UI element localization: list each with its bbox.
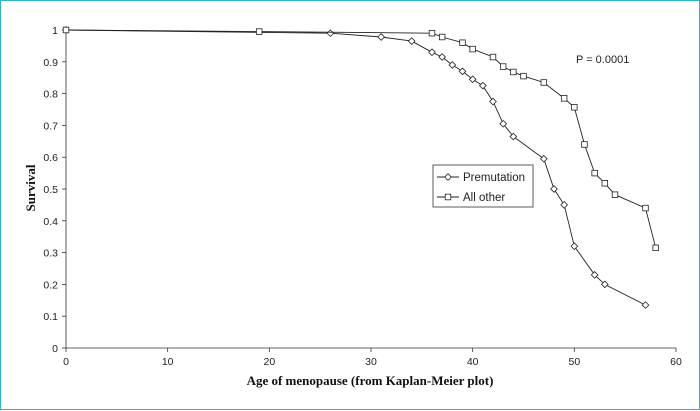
- legend-label: All other: [463, 192, 505, 204]
- data-point: [560, 201, 569, 209]
- data-point: [590, 270, 599, 279]
- x-tick-label: 10: [162, 356, 174, 368]
- x-tick-label: 50: [568, 356, 580, 368]
- y-tick-label: 0.9: [43, 57, 58, 69]
- data-point: [642, 204, 649, 212]
- series-layer: [62, 26, 659, 309]
- legend-marker: [444, 193, 452, 201]
- legend-marker: [444, 173, 452, 181]
- data-point: [448, 61, 457, 69]
- data-point: [62, 26, 70, 34]
- data-point: [601, 180, 609, 187]
- data-point: [478, 81, 487, 90]
- tick-labels: 0 10 20 30 40 50 60 0 0.1 0.2 0.3 0.4 0.5 0.6 0.7 0.8 0.…: [43, 25, 682, 368]
- y-tick-label: 0.8: [43, 89, 58, 101]
- data-point: [652, 244, 659, 252]
- y-tick-label: 0.6: [43, 152, 58, 164]
- y-tick-label: 0.4: [43, 216, 58, 228]
- x-tick-label: 30: [365, 356, 377, 368]
- data-point: [499, 119, 508, 128]
- y-tick-label: 0.7: [43, 120, 58, 132]
- x-tick-label: 0: [63, 356, 69, 368]
- data-point: [510, 68, 517, 76]
- data-point: [550, 185, 558, 193]
- x-axis-title: Age of menopause (from Kaplan-Meier plot…: [247, 373, 494, 388]
- data-point: [438, 33, 446, 41]
- series-all-other: [62, 26, 659, 252]
- y-tick-label: 0.5: [43, 184, 58, 196]
- data-point: [459, 39, 466, 46]
- data-point: [468, 75, 477, 84]
- data-point: [255, 28, 263, 35]
- y-tick-label: 0.1: [43, 311, 58, 323]
- data-point: [520, 72, 527, 80]
- data-point: [571, 104, 578, 111]
- data-point: [438, 53, 447, 61]
- data-point: [611, 191, 619, 198]
- data-point: [377, 33, 386, 41]
- data-point: [428, 29, 436, 37]
- data-point: [489, 53, 497, 61]
- data-point: [539, 154, 548, 163]
- data-point: [641, 301, 650, 309]
- legend: Premutation All other: [432, 164, 534, 208]
- data-point: [581, 141, 588, 148]
- x-tick-label: 40: [467, 356, 479, 368]
- series-line: [65, 29, 646, 306]
- data-point: [570, 242, 579, 251]
- data-point: [489, 97, 497, 106]
- data-point: [326, 29, 335, 38]
- data-point: [407, 37, 416, 45]
- series-premutation: [62, 26, 650, 309]
- data-point: [458, 67, 467, 76]
- data-point: [591, 169, 598, 177]
- data-point: [600, 280, 609, 289]
- data-point: [509, 132, 518, 141]
- y-tick-label: 0: [52, 343, 58, 355]
- y-tick-label: 0.2: [43, 279, 58, 291]
- y-axis-title: Survival: [23, 164, 38, 211]
- x-tick-label: 20: [263, 356, 275, 368]
- legend-label: Premutation: [463, 172, 525, 184]
- series-line: [65, 29, 657, 248]
- data-point: [560, 95, 568, 102]
- p-value-annotation: P = 0.0001: [576, 54, 629, 66]
- data-point: [469, 45, 476, 53]
- y-tick-label: 0.3: [43, 248, 58, 260]
- x-tick-label: 60: [670, 356, 682, 368]
- axes: [62, 29, 677, 352]
- data-point: [540, 79, 548, 86]
- data-point: [428, 48, 436, 57]
- data-point: [499, 63, 507, 70]
- legend-box: [432, 164, 534, 208]
- y-tick-label: 1: [52, 25, 58, 37]
